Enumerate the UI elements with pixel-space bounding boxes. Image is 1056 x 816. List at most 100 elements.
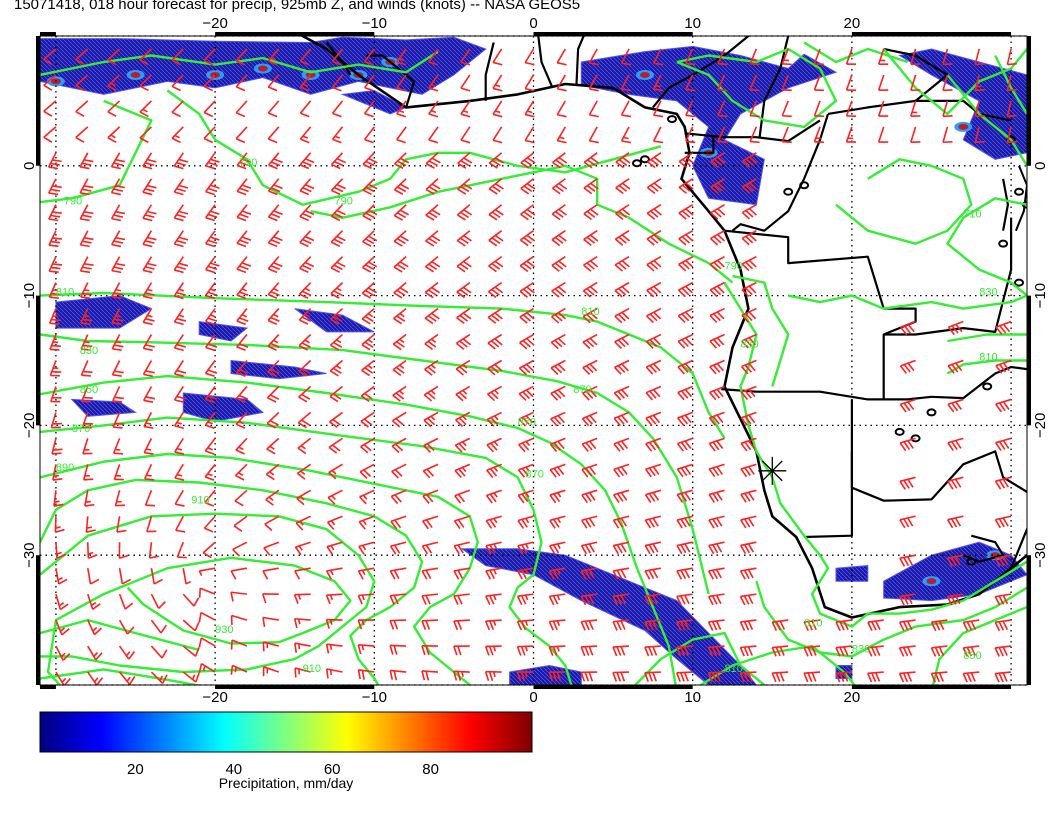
wind-barb: [583, 178, 599, 195]
wind-barb: [708, 411, 725, 426]
wind-barb: [202, 541, 216, 559]
wind-barb: [739, 619, 757, 631]
wind-barb: [453, 619, 470, 631]
wind-barb: [205, 230, 220, 248]
wind-barb: [910, 100, 921, 118]
wind-barb: [781, 100, 792, 118]
wind-barb: [708, 437, 725, 452]
wind-barb: [549, 541, 566, 555]
wind-barb: [1006, 100, 1017, 118]
wind-barb: [262, 641, 279, 652]
wind-barb: [294, 567, 311, 580]
wind-barb: [620, 100, 632, 118]
wind-barb: [899, 398, 916, 413]
wind-barb: [428, 48, 439, 66]
wind-barb: [549, 437, 566, 453]
colorbar-tick-labels: 20 40 60 80: [127, 761, 439, 778]
wind-barb: [267, 230, 283, 248]
wind-barb: [717, 100, 728, 118]
wind-barb: [518, 437, 534, 453]
wind-barb: [330, 256, 346, 273]
wind-barb: [393, 230, 409, 247]
wind-barb: [80, 308, 93, 325]
wind-barb: [740, 437, 757, 452]
wind-barb: [268, 152, 283, 170]
wind-barb: [652, 74, 664, 92]
wind-barb: [453, 670, 470, 681]
wind-barb: [516, 593, 534, 606]
wind-barb: [749, 126, 760, 144]
wind-barb: [294, 667, 311, 678]
contour-label: 830: [979, 287, 997, 299]
wind-barb: [740, 515, 757, 529]
wind-barb: [645, 437, 662, 452]
wind-barb: [867, 619, 884, 632]
wind-barb: [48, 308, 61, 325]
wind-barb: [363, 126, 375, 144]
wind-barb: [995, 320, 1012, 335]
wind-barb: [518, 411, 534, 427]
wind-barb: [516, 645, 534, 656]
wind-barb: [484, 645, 502, 656]
wind-barb: [517, 567, 534, 580]
wind-barb: [803, 645, 821, 657]
lat-tick-right: 0: [1032, 162, 1049, 170]
wind-barb: [455, 411, 471, 427]
wind-barb: [116, 516, 127, 533]
wind-barb: [86, 568, 100, 585]
wind-barb: [588, 100, 599, 118]
wind-barb: [803, 671, 821, 683]
wind-barb: [492, 48, 503, 66]
wind-barb: [456, 256, 472, 273]
lon-tick-top: 10: [684, 15, 701, 32]
wind-barb: [485, 489, 502, 504]
wind-barb: [262, 616, 279, 628]
wind-barb: [146, 516, 157, 533]
wind-barb: [75, 74, 89, 92]
wind-barb: [267, 126, 280, 144]
colorbar-tick: 80: [422, 761, 439, 778]
wind-barb: [517, 515, 534, 529]
wind-barb: [360, 411, 375, 428]
wind-barb: [203, 126, 216, 144]
wind-barb: [264, 515, 280, 532]
wind-barb: [549, 515, 566, 529]
wind-barb: [389, 644, 407, 655]
wind-barb: [267, 359, 280, 377]
wind-barb: [742, 152, 758, 168]
wind-barb: [520, 178, 536, 195]
wind-barb: [118, 645, 136, 660]
wind-barb: [150, 645, 168, 659]
wind-barb: [742, 178, 758, 194]
wind-barb: [454, 489, 471, 504]
contour-label: 870: [573, 384, 591, 396]
wind-barb: [139, 100, 152, 118]
wind-barb: [676, 645, 693, 657]
wind-barb: [644, 489, 662, 503]
wind-barb: [299, 152, 315, 170]
wind-barb: [144, 490, 156, 507]
wind-barb: [50, 412, 63, 429]
wind-barb: [266, 385, 280, 403]
wind-barb: [423, 385, 439, 402]
wind-barb: [646, 281, 662, 298]
wind-barb: [84, 490, 95, 507]
wind-barb: [644, 671, 661, 682]
wind-barb: [358, 515, 375, 530]
wind-barb: [516, 671, 534, 682]
wind-barb: [299, 230, 315, 248]
wind-barb: [646, 204, 662, 220]
wind-barb: [422, 463, 439, 479]
wind-barb: [235, 48, 248, 66]
wind-barb: [107, 126, 121, 144]
wind-barb: [947, 320, 964, 336]
wind-barb: [676, 437, 693, 452]
contour-label: 790: [725, 261, 743, 273]
lat-tick-left: −10: [21, 283, 38, 308]
wind-barb: [173, 386, 187, 404]
wind-barb: [615, 178, 631, 195]
wind-barb: [740, 385, 757, 401]
wind-barb: [174, 489, 185, 507]
wind-barb: [994, 619, 1012, 632]
wind-barb: [325, 618, 343, 629]
